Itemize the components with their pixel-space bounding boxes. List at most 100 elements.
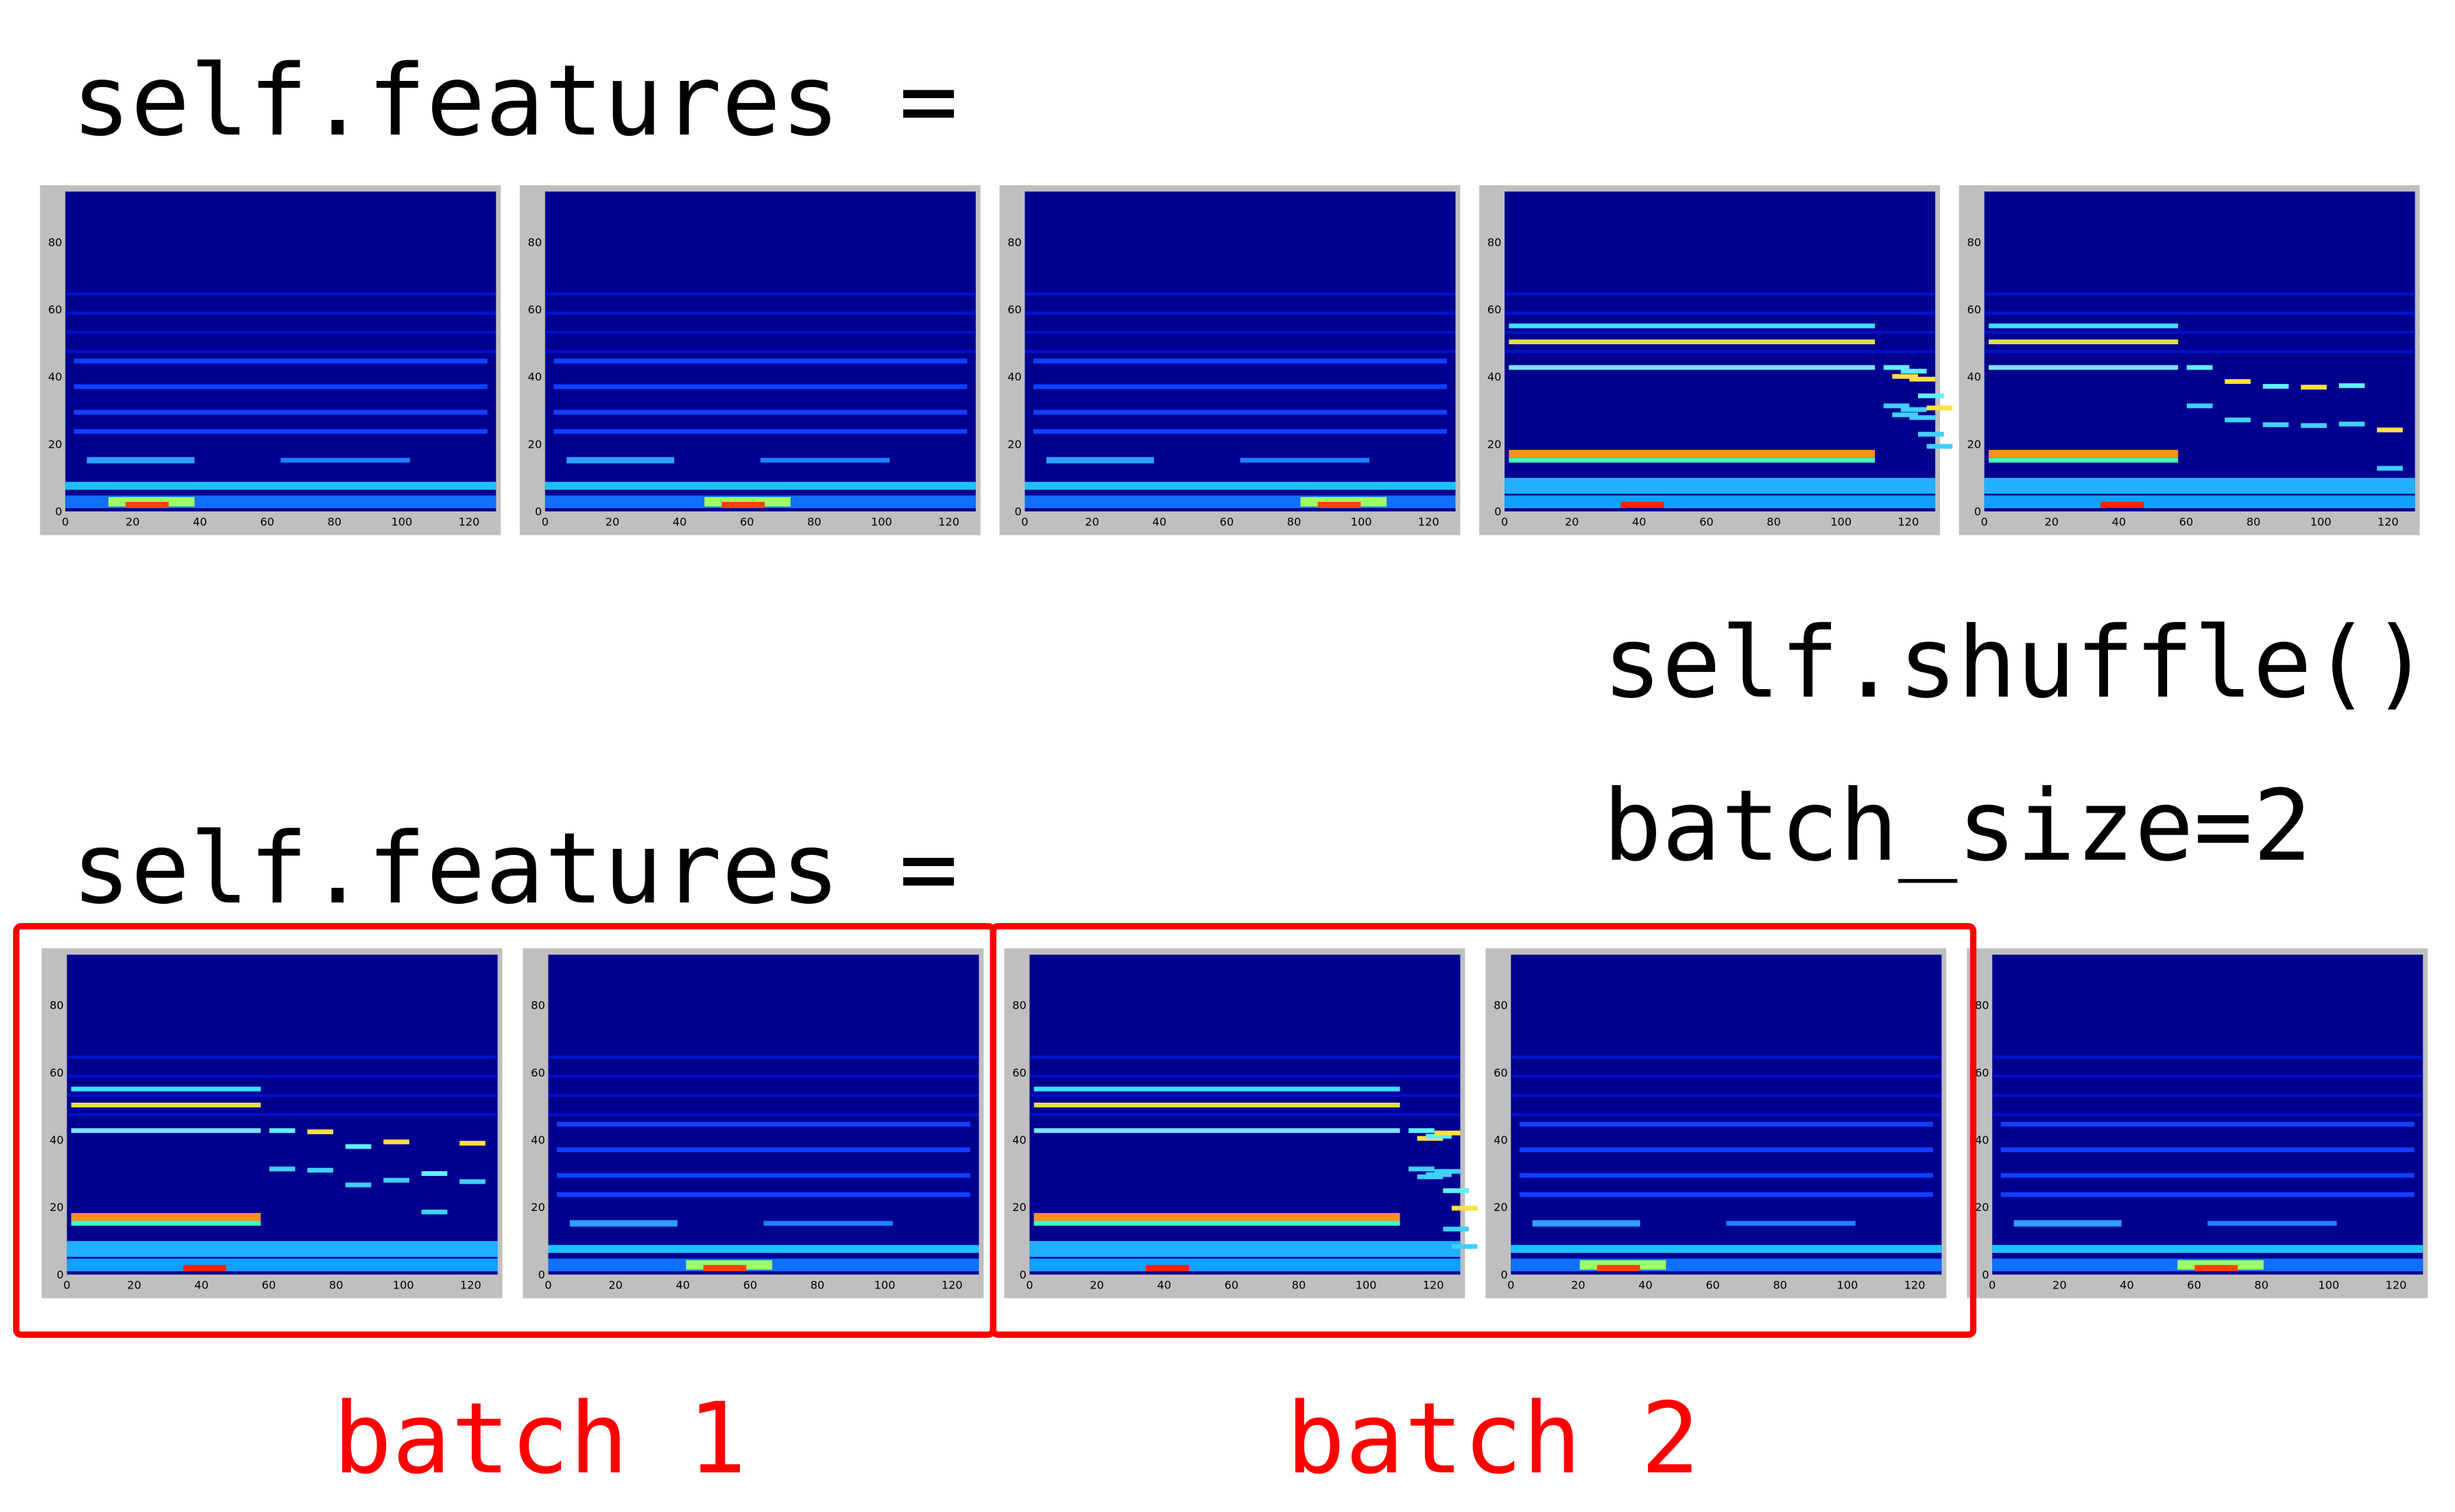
spectrogram-band <box>553 359 968 364</box>
spectrogram-band <box>1988 365 2179 370</box>
spectrogram-band <box>125 501 169 509</box>
spectrogram-band <box>553 409 968 415</box>
y-tick-label: 0 <box>57 1268 64 1281</box>
x-tick-label: 120 <box>1423 1278 1444 1291</box>
spectrogram-band <box>1033 429 1447 434</box>
spectrogram-band <box>1443 1226 1469 1232</box>
spectrogram-band <box>2225 379 2251 384</box>
spectrogram-band <box>1511 1094 1942 1097</box>
y-tick-label: 60 <box>48 303 62 316</box>
spectrogram-band <box>2186 365 2213 370</box>
y-tick-label: 0 <box>1019 1268 1026 1281</box>
spectrogram-band <box>557 1121 970 1127</box>
spectrogram-band <box>1984 350 2415 353</box>
batch-box <box>990 923 1977 1339</box>
spectrogram-band <box>307 1168 333 1173</box>
x-tick-label: 80 <box>329 1278 344 1291</box>
spectrogram-band <box>67 1258 498 1271</box>
spectrogram-band <box>1025 331 1456 334</box>
spectrogram-band <box>73 359 488 364</box>
spectrogram-band <box>1434 1168 1461 1174</box>
x-tick-label: 60 <box>2179 516 2194 529</box>
x-tick-label: 40 <box>2112 516 2127 529</box>
spectrogram-band <box>548 1113 979 1116</box>
spectrogram-band <box>1025 495 1456 509</box>
spectrogram-band <box>1892 412 1918 418</box>
spectrogram-band <box>2194 1264 2238 1271</box>
spectrogram-panel: 0 20 40 60 80 100 120 0 20 40 60 80 <box>1479 185 1953 536</box>
y-tick-label: 60 <box>49 1066 64 1079</box>
x-tick-label: 0 <box>1501 516 1508 529</box>
y-tick-label: 0 <box>1974 505 1981 518</box>
spectrogram-band <box>1046 457 1154 464</box>
spectrogram-band <box>1883 403 1910 409</box>
spectrogram-band <box>1033 1103 1400 1107</box>
spectrogram-panel: 0 20 40 60 80 100 120 0 20 40 60 80 <box>1959 185 2420 536</box>
spectrogram-panel: 0 20 40 60 80 100 120 0 20 40 60 80 <box>523 948 984 1299</box>
spectrogram-band <box>1511 1113 1942 1116</box>
spectrogram-band <box>1917 393 1944 398</box>
spectrogram-band <box>1033 359 1447 364</box>
y-tick-label: 80 <box>49 999 64 1012</box>
y-tick-label: 80 <box>528 236 542 249</box>
y-tick-label: 20 <box>1967 437 1981 451</box>
spectrogram-band <box>459 1179 486 1184</box>
spectrogram-band <box>71 1128 261 1133</box>
x-tick-label: 0 <box>62 516 69 529</box>
x-tick-label: 0 <box>1026 1278 1033 1291</box>
spectrogram-band <box>1988 323 2179 328</box>
spectrogram-band <box>65 311 496 315</box>
x-tick-label: 20 <box>1571 1278 1585 1291</box>
x-tick-label: 40 <box>195 1278 209 1291</box>
y-tick-label: 0 <box>55 505 62 518</box>
y-tick-label: 60 <box>1967 303 1981 316</box>
x-tick-label: 20 <box>125 516 140 529</box>
spectrogram-band <box>1620 501 1664 509</box>
spectrogram-band <box>1511 1075 1942 1078</box>
spectrogram-band <box>703 1264 747 1271</box>
x-tick-label: 100 <box>1837 1278 1858 1291</box>
spectrogram-band <box>1532 1220 1640 1227</box>
x-tick-label: 40 <box>193 516 207 529</box>
spectrogram-band <box>1984 495 2415 509</box>
spectrogram-band <box>73 409 488 415</box>
y-tick-label: 80 <box>1967 236 1981 249</box>
spectrogram-band <box>1988 450 2179 458</box>
spectrogram-band <box>1451 1205 1478 1211</box>
batch-label: batch 1 <box>333 1381 746 1496</box>
x-tick-label: 60 <box>262 1278 276 1291</box>
features-label: self.features = <box>72 811 959 926</box>
spectrogram-band <box>566 457 675 464</box>
x-tick-label: 100 <box>393 1278 414 1291</box>
spectrogram-band <box>1029 1055 1461 1059</box>
spectrogram-panel: 0 20 40 60 80 100 120 0 20 40 60 80 <box>1485 948 1947 1299</box>
y-tick-label: 0 <box>1500 1268 1507 1281</box>
x-tick-label: 100 <box>1356 1278 1377 1291</box>
spectrogram-band <box>1029 1094 1461 1097</box>
y-tick-label: 40 <box>1975 1133 1989 1147</box>
spectrogram-band <box>557 1147 970 1153</box>
spectrogram-band <box>1509 365 1876 370</box>
x-tick-label: 20 <box>127 1278 141 1291</box>
y-tick-label: 80 <box>1007 236 1022 249</box>
spectrogram-band <box>71 1103 261 1107</box>
spectrogram-band <box>548 1245 979 1253</box>
y-tick-label: 0 <box>1982 1268 1989 1281</box>
spectrogram-band <box>67 1240 498 1257</box>
spectrogram-band <box>1029 1258 1461 1271</box>
y-tick-label: 20 <box>528 437 542 451</box>
spectrogram-band <box>1033 1221 1400 1226</box>
y-tick-label: 20 <box>1494 1201 1508 1214</box>
x-tick-label: 0 <box>1021 516 1028 529</box>
spectrogram-band <box>1988 457 2179 463</box>
x-tick-label: 80 <box>2247 516 2261 529</box>
spectrogram-band <box>1917 431 1944 437</box>
x-tick-label: 0 <box>1989 1278 1996 1291</box>
spectrogram-band <box>383 1177 409 1183</box>
x-tick-label: 100 <box>874 1278 896 1291</box>
x-tick-label: 120 <box>2386 1278 2407 1291</box>
x-tick-label: 60 <box>1705 1278 1720 1291</box>
spectrogram-band <box>548 1075 979 1078</box>
spectrogram-panel: 0 20 40 60 80 100 120 0 20 40 60 80 <box>999 185 1461 536</box>
x-tick-label: 80 <box>2254 1278 2268 1291</box>
